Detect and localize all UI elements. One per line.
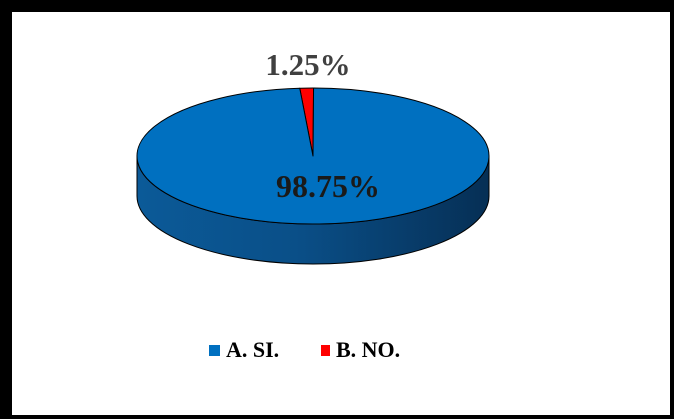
legend-label-no: B. NO. <box>336 337 400 362</box>
legend-swatch-si <box>209 345 220 356</box>
pie-slice-si <box>136 87 490 225</box>
legend-label-si: A. SI. <box>226 337 279 362</box>
slice-label-no: 1.25% <box>265 47 350 82</box>
legend-swatch-no <box>321 345 330 356</box>
legend: A. SI. B. NO. <box>209 337 400 362</box>
slice-label-si: 98.75% <box>276 168 380 204</box>
